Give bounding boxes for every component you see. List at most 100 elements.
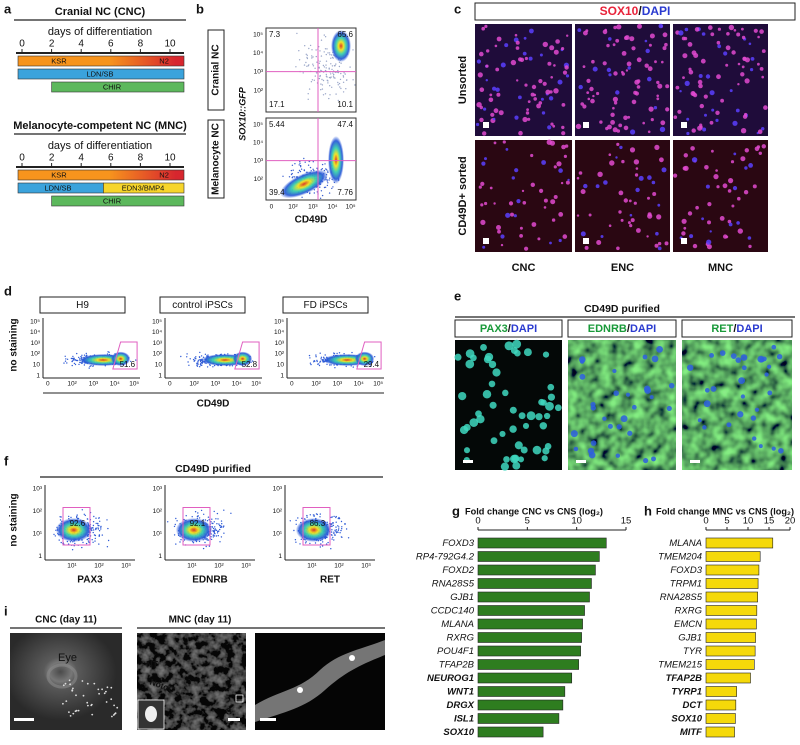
quadrant-value: 10.1 <box>337 100 353 109</box>
event-dot <box>311 49 313 51</box>
event-dot <box>215 529 218 532</box>
cell <box>98 692 100 695</box>
cell <box>661 60 664 64</box>
cell <box>530 92 535 97</box>
event-dot <box>335 516 337 519</box>
event-dot <box>74 363 77 366</box>
cell <box>607 124 612 130</box>
cell <box>523 36 527 40</box>
event-dot <box>200 364 202 367</box>
y-tick-label: 10⁵ <box>274 318 284 325</box>
sample-label: H9 <box>76 300 89 311</box>
cell <box>620 218 624 222</box>
gate <box>302 507 331 546</box>
cell <box>500 243 504 247</box>
event-dot <box>198 517 201 519</box>
event-dot <box>203 513 205 515</box>
cell <box>602 61 607 66</box>
cell <box>702 127 707 132</box>
event-dot <box>63 362 65 364</box>
cell <box>521 189 525 193</box>
event-dot <box>340 62 342 64</box>
cell <box>577 28 582 32</box>
cell <box>630 129 636 135</box>
event-dot <box>343 72 345 74</box>
cell <box>726 422 732 428</box>
event-dot <box>326 180 328 182</box>
density-blob <box>328 136 344 184</box>
event-dot <box>319 546 321 548</box>
cell <box>715 169 718 172</box>
cell <box>648 43 652 47</box>
cell <box>624 36 628 40</box>
bar-label: KSR <box>51 56 67 65</box>
cell <box>748 244 752 249</box>
stain-separator: / <box>627 323 630 335</box>
y-tick-label: 10² <box>254 176 264 183</box>
event-dot <box>323 66 326 68</box>
cell <box>699 103 704 109</box>
event-dot <box>92 531 94 534</box>
panel-label: d <box>4 283 12 298</box>
cell <box>691 128 696 133</box>
cell <box>480 181 485 186</box>
event-dot <box>308 88 311 90</box>
event-dot <box>315 55 317 58</box>
event-dot <box>340 529 342 532</box>
cell <box>90 703 93 706</box>
cell <box>578 171 583 175</box>
event-dot <box>206 366 209 368</box>
event-dot <box>320 543 322 545</box>
bar <box>477 551 600 562</box>
event-dot <box>374 356 376 358</box>
bar <box>705 605 758 616</box>
cell <box>656 94 659 98</box>
cell <box>657 203 661 207</box>
cell <box>701 217 704 221</box>
cell <box>627 115 631 119</box>
cell <box>595 184 600 189</box>
event-dot <box>86 518 89 520</box>
cell <box>753 28 758 33</box>
bar <box>477 672 573 684</box>
cell <box>608 224 612 227</box>
event-dot <box>331 187 333 190</box>
cell <box>613 71 618 76</box>
cell <box>636 85 641 89</box>
cell <box>502 140 506 144</box>
quadrant-value: 7.3 <box>269 30 281 39</box>
cell <box>538 79 543 84</box>
cell <box>711 108 715 112</box>
event-dot <box>342 76 345 78</box>
cell <box>470 354 477 362</box>
cell <box>553 195 558 199</box>
event-dot <box>74 542 76 545</box>
cell <box>705 74 711 79</box>
cell <box>518 57 523 62</box>
event-dot <box>324 354 326 356</box>
event-dot <box>330 76 332 78</box>
cell <box>697 79 703 85</box>
event-dot <box>291 172 293 175</box>
event-dot <box>95 517 97 519</box>
event-dot <box>306 56 308 59</box>
cell <box>518 412 526 420</box>
category-label: SOX10 <box>671 714 702 725</box>
cell <box>498 110 504 116</box>
sample-box <box>159 296 246 314</box>
cell <box>480 203 484 207</box>
cell <box>757 35 760 39</box>
cell <box>531 84 537 90</box>
event-dot <box>305 61 307 64</box>
x-tick-label: 10⁵ <box>373 381 383 388</box>
cell <box>482 389 492 399</box>
x-axis-label: RET <box>320 575 340 586</box>
event-dot <box>100 525 102 528</box>
cell <box>75 694 77 697</box>
event-dot <box>309 192 311 194</box>
cell <box>584 245 589 250</box>
event-dot <box>95 522 97 525</box>
event-dot <box>207 354 209 356</box>
event-dot <box>340 87 342 90</box>
category-label: MLANA <box>441 619 474 630</box>
